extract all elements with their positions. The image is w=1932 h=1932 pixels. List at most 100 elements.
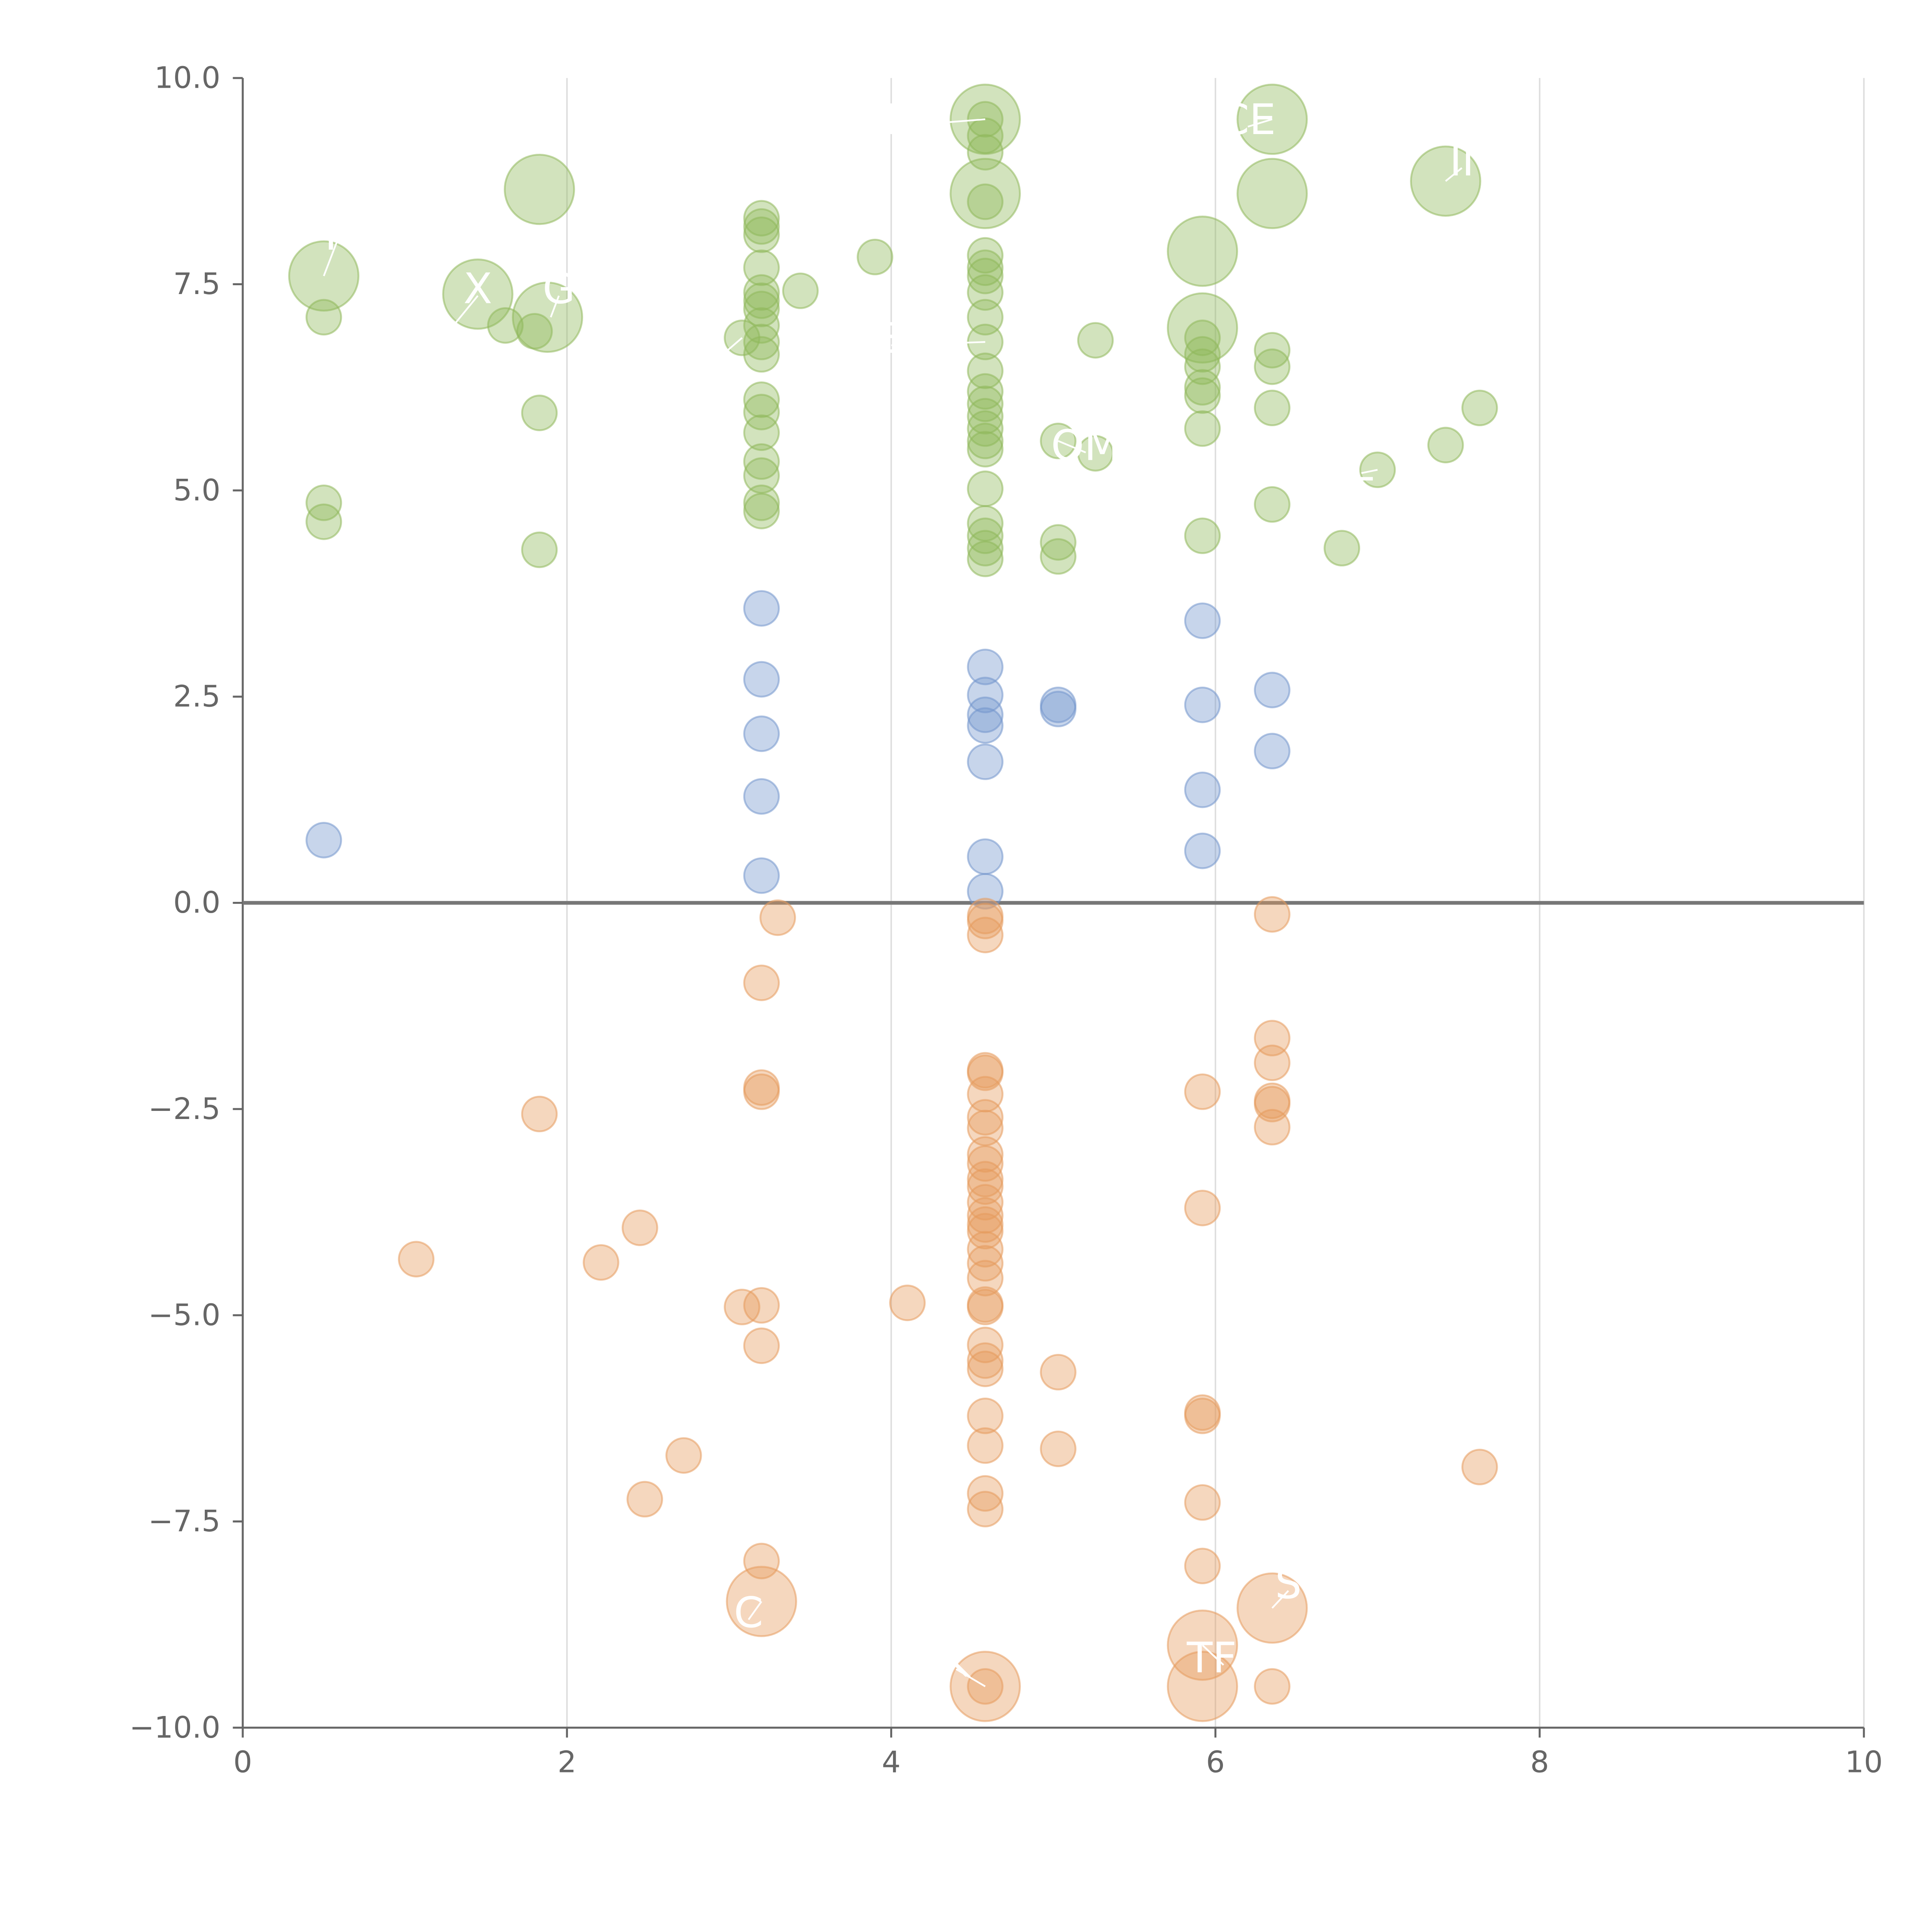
annotation-leader bbox=[452, 295, 479, 326]
data-point-green bbox=[1323, 530, 1361, 566]
annotation-leader bbox=[323, 242, 338, 277]
data-point-orange bbox=[1254, 1044, 1291, 1081]
annotation-label: OM bbox=[1051, 421, 1121, 470]
data-point-orange bbox=[398, 1241, 435, 1277]
data-point-green bbox=[1184, 348, 1221, 385]
data-point-orange bbox=[967, 1184, 1004, 1221]
data-point-blue bbox=[1040, 690, 1077, 728]
data-point-blue bbox=[967, 677, 1004, 713]
data-point-orange bbox=[1461, 1449, 1498, 1485]
data-point-blue bbox=[1254, 733, 1291, 770]
data-point-blue bbox=[743, 590, 780, 627]
annotations: F X G J I B OM L CE II C TFL S K bbox=[323, 95, 1474, 1687]
data-point-green bbox=[1236, 158, 1308, 229]
data-point-green bbox=[1184, 336, 1221, 373]
axes: 0 2 4 6 8 10 −10.0 −7.5 −5.0 −2.5 0.0 2.5 5.0 7.5 10.0 bbox=[129, 61, 1883, 1780]
annotation-leader bbox=[748, 1601, 762, 1620]
data-point-green bbox=[782, 272, 819, 309]
annotation-label: K bbox=[942, 1638, 971, 1687]
data-point-orange bbox=[967, 1099, 1004, 1136]
data-point-green bbox=[1254, 348, 1291, 385]
data-point-blue bbox=[1184, 832, 1221, 869]
data-point-green bbox=[512, 281, 583, 353]
data-point-orange bbox=[967, 903, 1004, 939]
data-point-blue bbox=[967, 707, 1004, 744]
data-point-orange bbox=[1184, 1484, 1221, 1521]
data-point-green bbox=[967, 541, 1004, 577]
data-point-green bbox=[1184, 377, 1221, 414]
data-point-orange bbox=[967, 1427, 1004, 1464]
data-point-green bbox=[305, 484, 342, 521]
data-point-orange bbox=[1184, 1548, 1221, 1585]
annotation-leader bbox=[1445, 167, 1463, 182]
annotation-leader bbox=[956, 1668, 986, 1687]
data-point-green bbox=[967, 530, 1004, 566]
data-point-orange bbox=[1040, 1354, 1077, 1391]
data-point-green bbox=[1167, 216, 1238, 287]
data-point-green bbox=[1254, 389, 1291, 427]
data-point-orange bbox=[1184, 1397, 1221, 1434]
data-point-orange bbox=[967, 1260, 1004, 1297]
data-point-orange bbox=[967, 917, 1004, 954]
data-point-blue bbox=[967, 696, 1004, 733]
annotation-label: L bbox=[1350, 442, 1373, 491]
y-tick-label: −10.0 bbox=[129, 1711, 221, 1745]
x-tick-label: 0 bbox=[233, 1745, 252, 1780]
x-tick-label: 2 bbox=[558, 1745, 577, 1780]
data-point-orange bbox=[1184, 1190, 1221, 1226]
y-tick-label: 5.0 bbox=[173, 473, 220, 508]
data-point-green bbox=[743, 414, 780, 451]
data-point-orange bbox=[889, 1284, 926, 1321]
data-point-green bbox=[1427, 427, 1464, 464]
data-point-green bbox=[967, 410, 1004, 447]
data-point-orange bbox=[1254, 1668, 1291, 1705]
data-point-blue bbox=[967, 838, 1004, 875]
annotation-leader bbox=[891, 341, 985, 346]
data-point-orange bbox=[967, 1397, 1004, 1434]
data-point-orange bbox=[967, 1054, 1004, 1091]
data-point-green bbox=[949, 158, 1021, 229]
data-point-green bbox=[1461, 389, 1498, 427]
data-point-green bbox=[743, 484, 780, 521]
data-point-green bbox=[967, 134, 1004, 171]
data-point-green bbox=[305, 503, 342, 540]
data-point-blue bbox=[967, 648, 1004, 685]
data-point-blue bbox=[1254, 672, 1291, 709]
annotation-leader bbox=[550, 295, 560, 318]
data-point-orange bbox=[967, 1231, 1004, 1268]
data-point-green bbox=[743, 216, 780, 253]
data-point-orange bbox=[743, 1073, 780, 1110]
annotation-label: J bbox=[696, 338, 711, 388]
data-point-blue bbox=[305, 822, 342, 859]
data-point-orange bbox=[1167, 1651, 1238, 1722]
data-point-green bbox=[743, 394, 780, 430]
y-tick-label: 0.0 bbox=[173, 886, 220, 920]
data-point-orange bbox=[967, 1491, 1004, 1527]
data-point-green bbox=[967, 431, 1004, 468]
x-tick-label: 4 bbox=[882, 1745, 901, 1780]
data-point-orange bbox=[726, 1566, 797, 1637]
data-point-green bbox=[1040, 524, 1077, 561]
data-point-green bbox=[967, 183, 1004, 220]
data-point-orange bbox=[743, 1327, 780, 1364]
annotation-label: II bbox=[1449, 136, 1474, 185]
annotation-leader bbox=[1361, 469, 1378, 474]
data-point-blue bbox=[743, 715, 780, 752]
data-point-green bbox=[967, 470, 1004, 507]
annotation-leader bbox=[1058, 440, 1086, 454]
data-point-green bbox=[1077, 435, 1114, 472]
data-point-green bbox=[1184, 410, 1221, 447]
data-point-green bbox=[743, 208, 780, 245]
data-point-blue bbox=[743, 857, 780, 894]
data-point-green bbox=[743, 493, 780, 529]
data-point-orange bbox=[759, 899, 796, 936]
annotation-leader bbox=[1271, 1590, 1289, 1609]
data-point-green bbox=[967, 422, 1004, 459]
data-point-orange bbox=[1184, 1073, 1221, 1110]
data-point-blue bbox=[743, 778, 780, 815]
data-point-green bbox=[487, 307, 524, 344]
data-point-green bbox=[1184, 517, 1221, 554]
annotation-label: B bbox=[877, 314, 906, 363]
data-point-orange bbox=[967, 1245, 1004, 1282]
